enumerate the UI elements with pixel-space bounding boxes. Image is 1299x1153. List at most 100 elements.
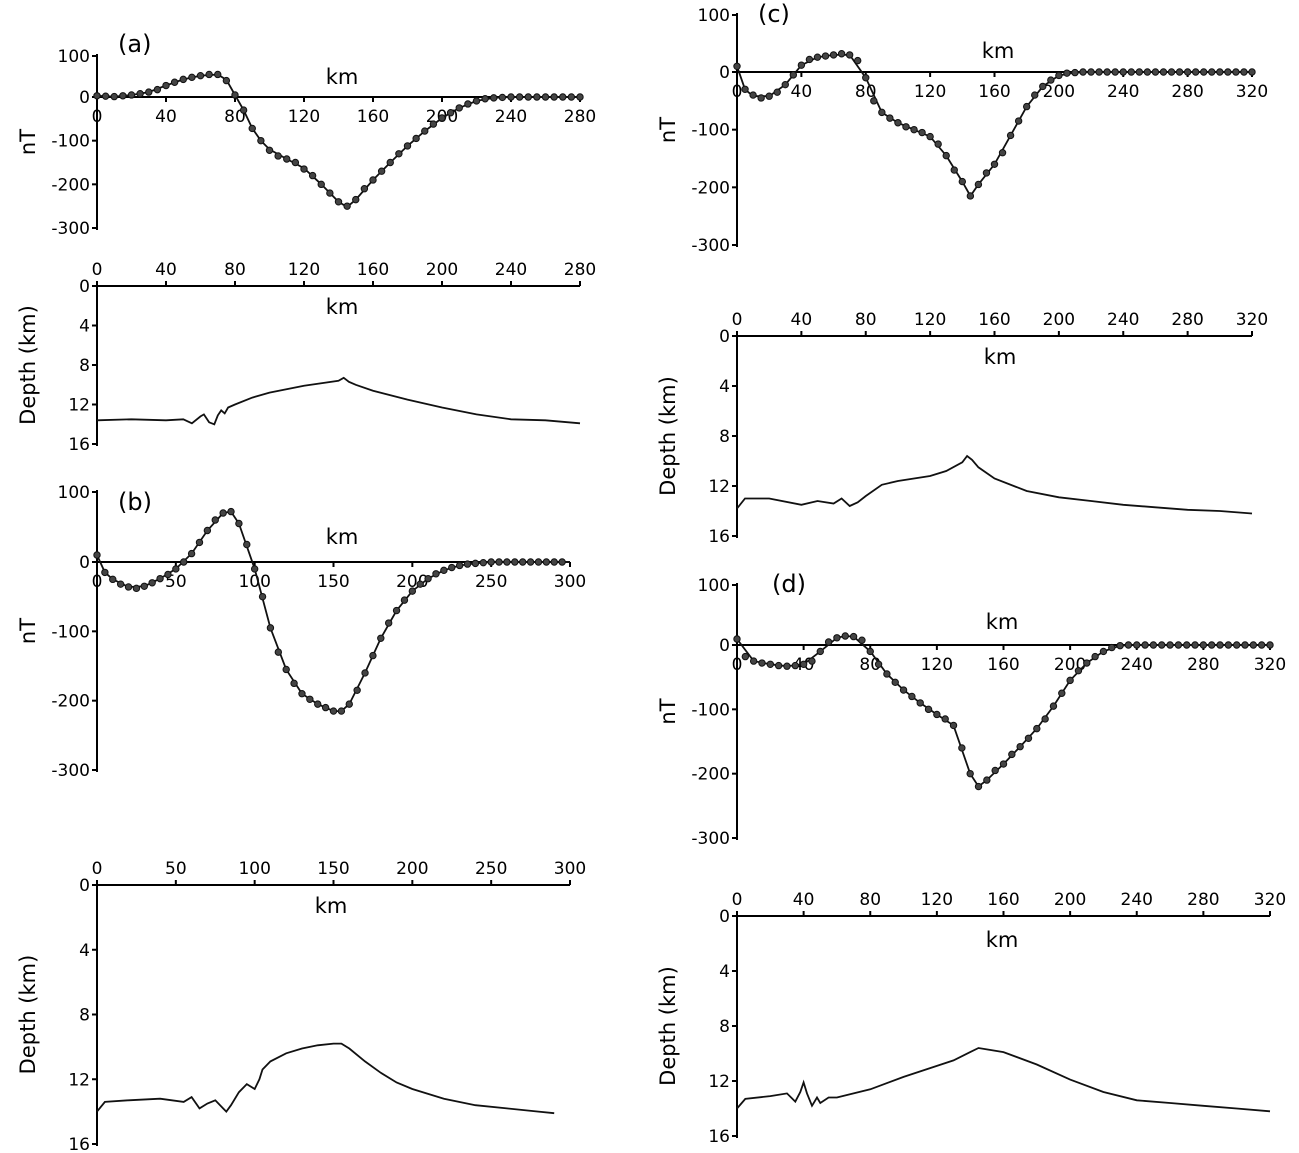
observed-point <box>448 563 456 572</box>
observed-point <box>974 782 983 791</box>
observed-point <box>298 690 306 698</box>
x-tick-label: 80 <box>855 310 877 330</box>
x-tick-label: 160 <box>987 655 1019 675</box>
observed-point <box>1091 652 1099 661</box>
observed-point <box>1099 647 1108 656</box>
y-tick-label: 16 <box>708 1127 730 1147</box>
observed-point <box>227 507 235 516</box>
observed-point <box>1158 641 1166 649</box>
observed-point <box>1174 641 1183 649</box>
observed-point <box>392 606 401 615</box>
observed-point <box>377 167 386 175</box>
observed-point <box>824 638 833 646</box>
y-tick-label: 0 <box>719 327 730 347</box>
basement-depth-line <box>96 376 581 426</box>
observed-point <box>164 570 172 579</box>
observed-point <box>384 619 393 627</box>
observed-point <box>503 558 511 566</box>
observed-point <box>416 580 424 588</box>
x-axis-label: km <box>986 928 1019 952</box>
y-axis-label: Depth (km) <box>656 376 680 496</box>
observed-point <box>400 596 409 604</box>
observed-point <box>203 526 212 535</box>
observed-point <box>403 142 412 150</box>
observed-point <box>162 81 170 90</box>
observed-point <box>438 114 446 122</box>
y-tick-label: 8 <box>79 1006 90 1026</box>
observed-point <box>966 192 975 200</box>
observed-point <box>1240 68 1248 76</box>
x-tick-label: 240 <box>1121 655 1153 675</box>
observed-point <box>472 97 481 105</box>
observed-point <box>1191 68 1200 76</box>
x-tick-label: 200 <box>396 859 428 879</box>
x-tick-label: 200 <box>1043 310 1075 330</box>
y-axis-label: Depth (km) <box>16 955 40 1075</box>
observed-point <box>899 686 908 694</box>
observed-point <box>1200 68 1208 76</box>
y-tick-label: -200 <box>51 175 90 195</box>
y-tick-label: 4 <box>79 941 90 961</box>
observed-point <box>1016 742 1024 751</box>
observed-point <box>172 565 180 573</box>
x-tick-label: 120 <box>288 107 320 127</box>
y-tick-label: -300 <box>51 219 90 239</box>
observed-point <box>559 93 567 101</box>
observed-point <box>498 93 507 102</box>
observed-point <box>110 92 118 101</box>
y-tick-label: -300 <box>691 236 730 256</box>
observed-point <box>891 678 899 687</box>
observed-point <box>910 125 918 134</box>
observed-point <box>1151 68 1160 76</box>
x-tick-label: 40 <box>155 260 177 280</box>
observed-point <box>1008 750 1016 759</box>
observed-point <box>733 635 741 643</box>
x-tick-label: 120 <box>921 890 953 910</box>
observed-point <box>490 94 498 102</box>
x-tick-label: 160 <box>987 890 1019 910</box>
x-tick-label: 50 <box>165 859 187 879</box>
x-tick-label: 0 <box>92 859 103 879</box>
y-tick-label: 4 <box>79 317 90 337</box>
observed-point <box>274 648 283 656</box>
x-tick-label: 240 <box>1107 82 1139 102</box>
observed-point <box>1014 117 1023 125</box>
observed-point <box>424 574 432 583</box>
observed-point <box>1208 641 1216 649</box>
y-tick-label: 100 <box>58 47 90 67</box>
y-axis-label: nT <box>656 117 680 143</box>
observed-point <box>170 78 179 86</box>
observed-point <box>248 124 256 133</box>
y-tick-label: 0 <box>719 63 730 83</box>
observed-point <box>440 566 448 575</box>
observed-point <box>93 551 101 559</box>
x-tick-label: 280 <box>564 260 596 280</box>
x-tick-label: 250 <box>475 859 507 879</box>
observed-point <box>300 165 308 173</box>
y-tick-label: 100 <box>698 576 730 596</box>
x-tick-label: 150 <box>317 572 349 592</box>
observed-point <box>534 558 543 566</box>
observed-point <box>1241 641 1249 649</box>
observed-point <box>321 703 330 712</box>
observed-point <box>1087 68 1095 76</box>
observed-point <box>797 61 806 69</box>
x-tick-label: 280 <box>1171 310 1203 330</box>
observed-point <box>829 51 838 59</box>
observed-point <box>187 549 196 558</box>
observed-point <box>862 74 870 82</box>
observed-point <box>188 73 196 82</box>
observed-point <box>395 150 403 158</box>
observed-point <box>567 93 576 101</box>
x-tick-label: 0 <box>92 572 103 592</box>
observed-point <box>741 652 750 661</box>
observed-point <box>949 721 958 730</box>
observed-point <box>878 108 886 117</box>
observed-point <box>983 776 991 784</box>
observed-point <box>941 715 949 723</box>
observed-point <box>733 62 741 71</box>
observed-point <box>132 584 141 593</box>
